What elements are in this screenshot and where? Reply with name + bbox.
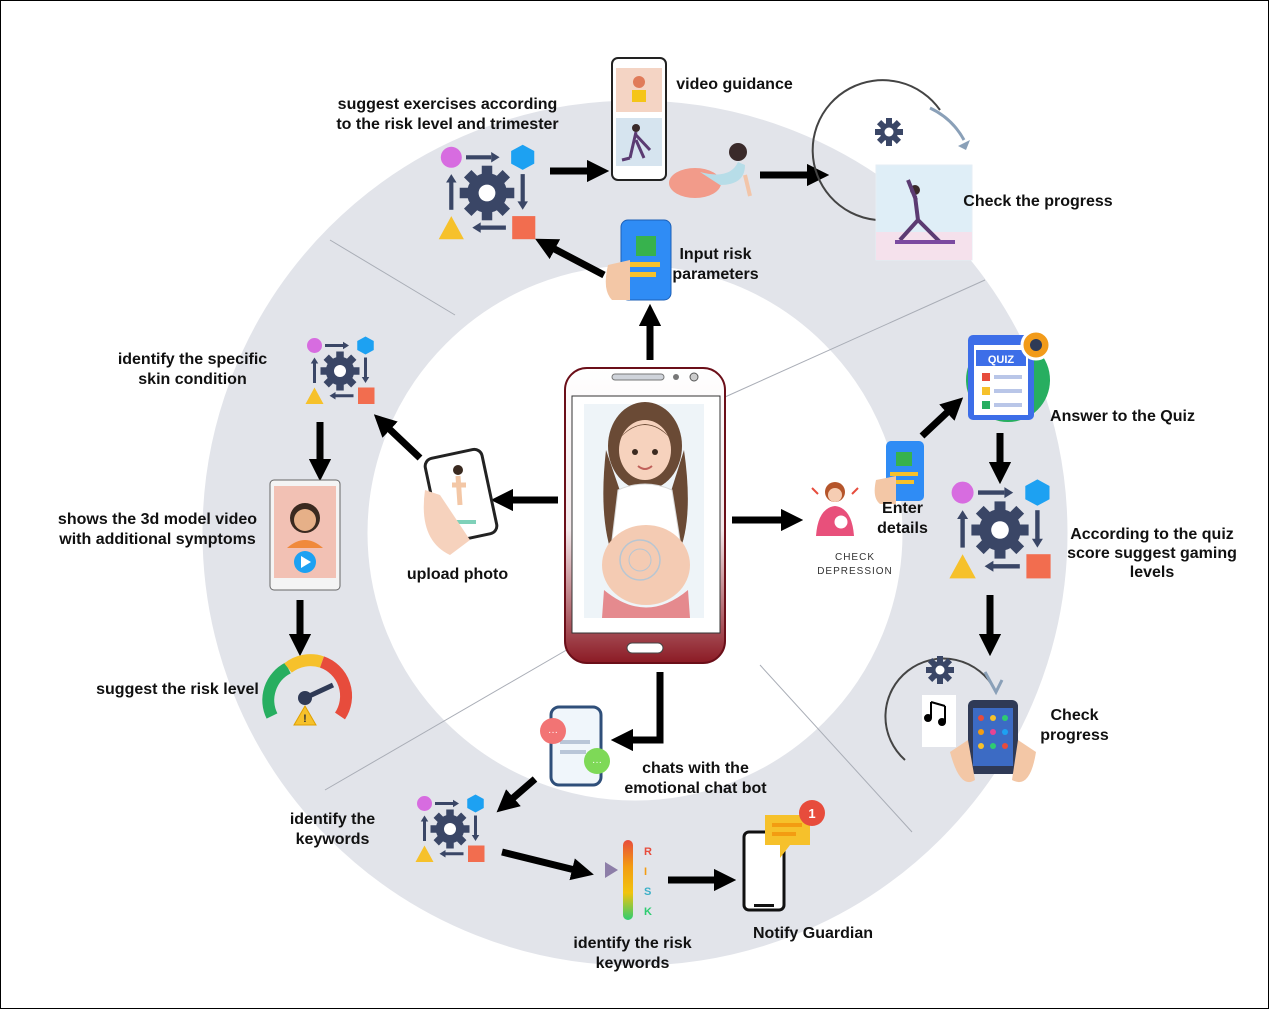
svg-text:···: ··· bbox=[548, 727, 558, 738]
arrow-chat-to-keywords bbox=[496, 776, 538, 813]
svg-text:1: 1 bbox=[808, 806, 815, 821]
label-quiz-score: According to the quiz score suggest gami… bbox=[1067, 526, 1237, 581]
label-suggest-risk-level: suggest the risk level bbox=[96, 681, 259, 698]
label-identify-risk-keywords: identify the risk keywords bbox=[573, 935, 692, 972]
svg-text:!: ! bbox=[303, 713, 307, 725]
risk-letter-r: R bbox=[644, 846, 652, 858]
gauge-icon: ! bbox=[262, 654, 353, 726]
label-shows-3d-model: shows the 3d model video with additional… bbox=[57, 511, 258, 548]
label-identify-skin: identify the specific skin condition bbox=[117, 351, 268, 388]
phone-hand-icon bbox=[605, 219, 672, 301]
risk-letter-s: S bbox=[644, 886, 651, 898]
label-check-progress: Check progress bbox=[1040, 707, 1109, 744]
depression-icon bbox=[811, 482, 859, 536]
arrow-phone-to-chat bbox=[610, 672, 664, 752]
risk-bar-icon: R I S K bbox=[605, 840, 652, 920]
label-suggest-exercises: suggest exercises according to the risk … bbox=[336, 96, 559, 133]
progress-cycle-icon bbox=[811, 79, 973, 261]
arrow-keywords-to-risk bbox=[501, 848, 594, 881]
notification-phone-icon: 1 bbox=[742, 800, 825, 912]
label-video-guidance: video guidance bbox=[676, 76, 793, 93]
label-check-depression: CHECK DEPRESSION bbox=[817, 552, 893, 577]
pregnant-woman-illustration bbox=[584, 402, 704, 618]
hand-phone-icon bbox=[423, 447, 499, 555]
central-phone bbox=[564, 367, 726, 664]
phone-video-icon bbox=[611, 57, 667, 181]
ring-separators bbox=[324, 239, 986, 833]
enter-details-phone-icon bbox=[874, 441, 924, 504]
flow-arrows bbox=[288, 159, 1012, 892]
arrow-input-to-exercise bbox=[535, 238, 606, 279]
chat-phone-icon: ··· ··· bbox=[540, 705, 610, 787]
label-answer-quiz: Answer to the Quiz bbox=[1050, 408, 1195, 425]
risk-letter-k: K bbox=[644, 906, 652, 918]
label-identify-keywords: identify the keywords bbox=[289, 811, 376, 848]
skin-phone-icon bbox=[269, 479, 341, 591]
label-check-the-progress: Check the progress bbox=[963, 193, 1113, 210]
label-enter-details: Enter details bbox=[877, 500, 928, 537]
yoga-ball-icon bbox=[669, 143, 752, 198]
arrow-details-to-quiz bbox=[919, 397, 964, 439]
quiz-icon: QUIZ bbox=[966, 329, 1052, 422]
svg-text:···: ··· bbox=[592, 757, 602, 768]
arrow-upload-to-skin bbox=[373, 414, 423, 461]
music-icon bbox=[924, 701, 946, 726]
label-chats-bot: chats with the emotional chat bot bbox=[624, 760, 767, 797]
risk-letter-i: I bbox=[644, 866, 647, 878]
label-input-risk-parameters: Input risk parameters bbox=[672, 246, 759, 283]
label-notify-guardian: Notify Guardian bbox=[752, 925, 873, 942]
quiz-badge-text: QUIZ bbox=[988, 354, 1015, 366]
label-upload-photo: upload photo bbox=[406, 566, 509, 583]
